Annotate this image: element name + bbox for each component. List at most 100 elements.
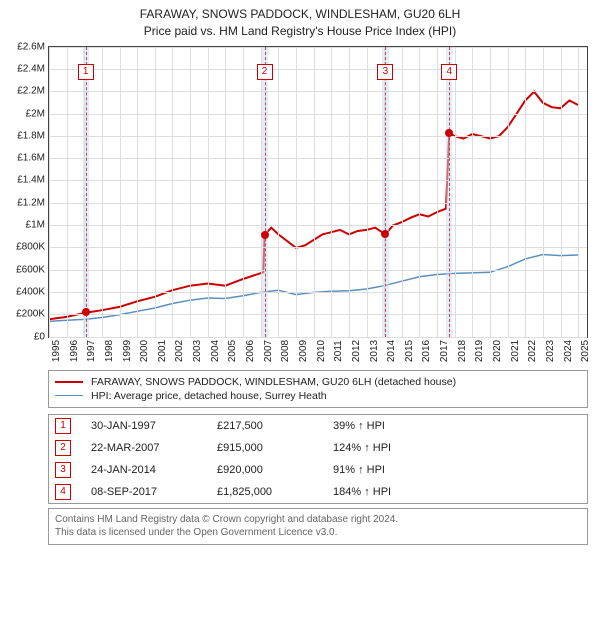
gridline-v bbox=[508, 47, 509, 337]
gridline-v bbox=[402, 47, 403, 337]
sale-marker-line bbox=[449, 47, 450, 337]
gridline-v bbox=[455, 47, 456, 337]
gridline-h bbox=[49, 158, 587, 159]
sale-marker-box: 1 bbox=[78, 64, 94, 80]
sale-price: £920,000 bbox=[217, 464, 327, 476]
x-tick-label: 2017 bbox=[437, 339, 450, 361]
x-tick-label: 2023 bbox=[543, 339, 556, 361]
legend-swatch-hpi bbox=[55, 395, 83, 396]
gridline-v bbox=[331, 47, 332, 337]
x-tick-label: 2022 bbox=[525, 339, 538, 361]
chart-title: FARAWAY, SNOWS PADDOCK, WINDLESHAM, GU20… bbox=[0, 0, 600, 40]
gridline-h bbox=[49, 247, 587, 248]
sale-marker-box: 4 bbox=[441, 64, 457, 80]
sale-marker-line bbox=[265, 47, 266, 337]
x-tick-label: 2019 bbox=[472, 339, 485, 361]
x-tick-label: 2007 bbox=[261, 339, 274, 361]
x-tick-label: 2008 bbox=[278, 339, 291, 361]
gridline-h bbox=[49, 114, 587, 115]
sales-table: 1 30-JAN-1997 £217,500 39% ↑ HPI 222-MAR-200… bbox=[48, 414, 588, 504]
legend-swatch-property bbox=[55, 381, 83, 383]
x-tick-label: 2001 bbox=[155, 339, 168, 361]
x-tick-label: 2025 bbox=[578, 339, 591, 361]
x-tick-label: 2016 bbox=[419, 339, 432, 361]
sale-date: 24-JAN-2014 bbox=[91, 464, 211, 476]
gridline-h bbox=[49, 225, 587, 226]
sale-dot bbox=[261, 231, 269, 239]
x-tick-label: 1998 bbox=[102, 339, 115, 361]
x-tick-label: 1999 bbox=[120, 339, 133, 361]
y-tick-label: £1.6M bbox=[17, 153, 49, 164]
sale-index-box: 4 bbox=[55, 484, 71, 500]
legend-row-hpi: HPI: Average price, detached house, Surr… bbox=[55, 389, 581, 403]
sale-delta: 91% ↑ HPI bbox=[333, 464, 443, 476]
series-svg bbox=[49, 47, 587, 337]
sales-row: 3 24-JAN-2014 £920,000 91% ↑ HPI bbox=[49, 459, 587, 481]
gridline-h bbox=[49, 292, 587, 293]
gridline-v bbox=[437, 47, 438, 337]
y-tick-label: £2.2M bbox=[17, 86, 49, 97]
gridline-h bbox=[49, 203, 587, 204]
gridline-v bbox=[67, 47, 68, 337]
footer-line-2: This data is licensed under the Open Gov… bbox=[55, 526, 581, 540]
title-line-1: FARAWAY, SNOWS PADDOCK, WINDLESHAM, GU20… bbox=[0, 6, 600, 23]
gridline-v bbox=[137, 47, 138, 337]
gridline-v bbox=[296, 47, 297, 337]
sale-delta: 124% ↑ HPI bbox=[333, 442, 443, 454]
x-tick-label: 2018 bbox=[455, 339, 468, 361]
gridline-v bbox=[349, 47, 350, 337]
sale-dot bbox=[445, 129, 453, 137]
x-tick-label: 1995 bbox=[49, 339, 62, 361]
y-tick-label: £0 bbox=[34, 331, 49, 342]
x-tick-label: 2011 bbox=[331, 340, 344, 362]
sales-row: 222-MAR-2007£915,000124% ↑ HPI bbox=[49, 437, 587, 459]
sale-marker-line bbox=[385, 47, 386, 337]
gridline-v bbox=[490, 47, 491, 337]
sale-dot bbox=[381, 230, 389, 238]
x-tick-label: 2012 bbox=[349, 339, 362, 361]
sale-marker-line bbox=[86, 47, 87, 337]
sale-dot bbox=[82, 308, 90, 316]
sale-index-box: 1 bbox=[55, 418, 71, 434]
gridline-v bbox=[102, 47, 103, 337]
x-tick-label: 2014 bbox=[384, 339, 397, 361]
sale-date: 30-JAN-1997 bbox=[91, 420, 211, 432]
sale-delta: 39% ↑ HPI bbox=[333, 420, 443, 432]
legend-label-hpi: HPI: Average price, detached house, Surr… bbox=[91, 390, 327, 402]
gridline-h bbox=[49, 180, 587, 181]
gridline-v bbox=[525, 47, 526, 337]
gridline-v bbox=[172, 47, 173, 337]
footer-line-1: Contains HM Land Registry data © Crown c… bbox=[55, 513, 581, 527]
sale-date: 08-SEP-2017 bbox=[91, 486, 211, 498]
gridline-v bbox=[578, 47, 579, 337]
x-tick-label: 2000 bbox=[137, 339, 150, 361]
sales-row: 1 30-JAN-1997 £217,500 39% ↑ HPI bbox=[49, 415, 587, 437]
gridline-h bbox=[49, 270, 587, 271]
gridline-h bbox=[49, 314, 587, 315]
sale-index-box: 3 bbox=[55, 462, 71, 478]
sale-marker-box: 3 bbox=[377, 64, 393, 80]
y-tick-label: £1.2M bbox=[17, 197, 49, 208]
x-tick-label: 2013 bbox=[367, 339, 380, 361]
x-tick-label: 2002 bbox=[172, 339, 185, 361]
sale-price: £1,825,000 bbox=[217, 486, 327, 498]
legend: FARAWAY, SNOWS PADDOCK, WINDLESHAM, GU20… bbox=[48, 370, 588, 408]
legend-row-property: FARAWAY, SNOWS PADDOCK, WINDLESHAM, GU20… bbox=[55, 375, 581, 389]
x-tick-label: 2010 bbox=[314, 339, 327, 361]
y-tick-label: £600K bbox=[16, 264, 49, 275]
gridline-v bbox=[190, 47, 191, 337]
x-tick-label: 2003 bbox=[190, 339, 203, 361]
sale-index-box: 2 bbox=[55, 440, 71, 456]
sales-row: 408-SEP-2017£1,825,000184% ↑ HPI bbox=[49, 481, 587, 503]
x-tick-label: 2006 bbox=[243, 339, 256, 361]
gridline-v bbox=[367, 47, 368, 337]
x-tick-label: 2020 bbox=[490, 339, 503, 361]
x-tick-label: 1996 bbox=[67, 339, 80, 361]
gridline-v bbox=[472, 47, 473, 337]
sale-marker-box: 2 bbox=[257, 64, 273, 80]
gridline-v bbox=[120, 47, 121, 337]
gridline-v bbox=[155, 47, 156, 337]
sale-price: £217,500 bbox=[217, 420, 327, 432]
y-tick-label: £2M bbox=[26, 108, 49, 119]
x-tick-label: 2005 bbox=[225, 339, 238, 361]
